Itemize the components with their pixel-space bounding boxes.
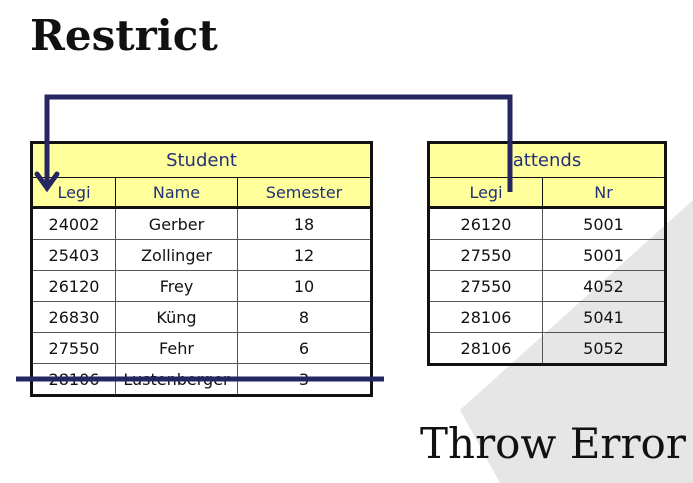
student-table: Student Legi Name Semester 24002 Gerber … (30, 141, 374, 397)
table-row: 27550 4052 (428, 270, 666, 302)
table-row: 27550 Fehr 6 (31, 332, 373, 364)
semester-cell: 12 (236, 239, 373, 271)
legi-cell: 28106 (428, 332, 543, 365)
nr-cell: 5001 (542, 207, 666, 240)
name-cell: Zollinger (115, 239, 238, 271)
name-cell: Fehr (115, 332, 238, 364)
table-row: 26830 Küng 8 (31, 301, 373, 333)
nr-cell: 4052 (542, 270, 666, 302)
nr-cell: 5052 (542, 332, 666, 365)
semester-cell: 3 (236, 363, 373, 396)
name-cell: Gerber (115, 207, 238, 240)
legi-cell: 28106 (31, 363, 116, 396)
legi-cell: 27550 (428, 239, 543, 271)
table-row: 25403 Zollinger 12 (31, 239, 373, 271)
semester-cell: 6 (236, 332, 373, 364)
attends-table: attends Legi Nr 26120 5001 27550 5001 27… (427, 141, 667, 366)
column-header-name: Name (115, 177, 238, 209)
semester-cell: 8 (236, 301, 373, 333)
semester-cell: 10 (236, 270, 373, 302)
column-header-semester: Semester (236, 177, 373, 209)
slide-title: Restrict (30, 11, 218, 60)
column-header-legi: Legi (428, 177, 543, 209)
name-cell: Küng (115, 301, 238, 333)
table-row: 26120 Frey 10 (31, 270, 373, 302)
legi-cell: 26120 (428, 207, 543, 240)
column-header-legi: Legi (31, 177, 116, 209)
table-row: 28106 5052 (428, 332, 666, 365)
legi-cell: 26120 (31, 270, 116, 302)
table-row-deleted: 28106 Lustenberger 3 (31, 363, 373, 396)
legi-cell: 25403 (31, 239, 116, 271)
legi-cell: 27550 (31, 332, 116, 364)
table-row: 24002 Gerber 18 (31, 207, 373, 240)
throw-error-label: Throw Error (420, 419, 686, 468)
attends-table-caption: attends (428, 142, 666, 178)
legi-cell: 27550 (428, 270, 543, 302)
name-cell: Lustenberger (115, 363, 238, 396)
semester-cell: 18 (236, 207, 373, 240)
legi-cell: 24002 (31, 207, 116, 240)
table-row: 27550 5001 (428, 239, 666, 271)
name-cell: Frey (115, 270, 238, 302)
legi-cell: 28106 (428, 301, 543, 333)
table-row: 26120 5001 (428, 207, 666, 240)
column-header-nr: Nr (542, 177, 666, 209)
nr-cell: 5001 (542, 239, 666, 271)
table-row: 28106 5041 (428, 301, 666, 333)
student-table-caption: Student (30, 142, 373, 178)
nr-cell: 5041 (542, 301, 666, 333)
legi-cell: 26830 (31, 301, 116, 333)
